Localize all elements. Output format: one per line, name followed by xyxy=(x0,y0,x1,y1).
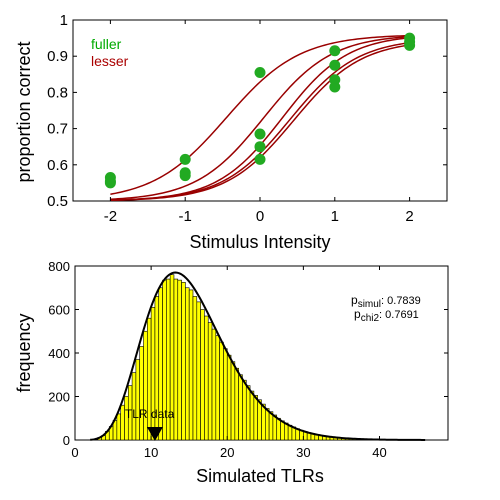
p-simul-subscript: simul xyxy=(358,299,381,310)
data-point xyxy=(254,128,266,140)
y-tick-label: 0.8 xyxy=(47,84,68,101)
data-point xyxy=(254,141,266,153)
tlr-data-label: TLR data xyxy=(125,407,175,421)
p-chi2-symbol: p xyxy=(354,307,361,321)
histogram-bar xyxy=(207,322,213,441)
y-tick-label: 400 xyxy=(48,346,70,361)
data-point xyxy=(254,153,266,165)
histogram-bar xyxy=(253,395,258,441)
histogram-bar xyxy=(139,346,144,441)
fit-curve xyxy=(90,271,426,441)
histogram-bar xyxy=(196,301,201,441)
histogram-bar xyxy=(223,348,228,441)
histogram-bar xyxy=(143,330,148,441)
histogram-bar xyxy=(261,403,266,441)
data-point xyxy=(179,170,191,182)
histogram-bar xyxy=(265,408,270,441)
histogram-bar xyxy=(268,411,274,441)
legend-entry-lesser: lesser xyxy=(91,53,129,69)
x-tick-label: 20 xyxy=(220,445,234,460)
histogram-bar xyxy=(257,399,262,441)
y-tick-label: 800 xyxy=(48,259,70,274)
p-simul-value: : 0.7839 xyxy=(381,295,421,307)
histogram-bar xyxy=(204,315,209,441)
y-tick-label: 200 xyxy=(48,390,70,405)
histogram-bar xyxy=(219,341,224,441)
x-tick-label: 1 xyxy=(331,208,339,225)
histogram-bar xyxy=(272,414,278,441)
bottom-x-axis-label: Simulated TLRs xyxy=(196,466,324,486)
histogram-bar xyxy=(135,359,141,441)
histogram-bar xyxy=(181,282,186,441)
x-tick-label: -2 xyxy=(104,208,117,225)
x-tick-label: 0 xyxy=(256,208,264,225)
data-point xyxy=(404,39,416,51)
histogram-bar xyxy=(173,278,179,441)
psychometric-curve-0 xyxy=(110,34,410,195)
y-tick-label: 0.7 xyxy=(47,121,68,138)
psychometric-chart: -2 -1 0 1 2 0.5 0.6 0.7 0.8 0.9 1 fuller lesser S… xyxy=(14,12,448,252)
p-chi2-subscript: chi2 xyxy=(361,313,380,324)
psychometric-curve-1 xyxy=(110,35,410,200)
histogram-bar xyxy=(226,354,232,441)
p-chi2-stat: pchi2: 0.7691 xyxy=(354,307,419,324)
histogram-bar xyxy=(200,309,205,441)
p-simul-symbol: p xyxy=(351,293,358,307)
histogram-bar xyxy=(245,385,251,441)
histogram-bar xyxy=(211,328,217,441)
histogram-bar xyxy=(177,279,182,441)
top-x-axis-ticks: -2 -1 0 1 2 xyxy=(104,20,414,225)
top-plot-area xyxy=(72,19,448,202)
histogram-bar xyxy=(242,379,247,441)
x-tick-label: -1 xyxy=(179,208,192,225)
histogram-bar xyxy=(249,390,255,441)
x-tick-label: 10 xyxy=(144,445,158,460)
histogram-bar xyxy=(185,287,190,441)
y-tick-label: 600 xyxy=(48,303,70,318)
data-point xyxy=(179,153,191,165)
histogram-bar xyxy=(120,404,125,441)
histogram-bar xyxy=(230,361,236,441)
histogram-bar xyxy=(116,413,121,441)
bottom-x-axis-ticks: 0 10 20 30 40 xyxy=(71,266,387,460)
y-tick-label: 0.9 xyxy=(47,48,68,65)
data-point xyxy=(329,59,341,71)
histogram-bar xyxy=(188,289,194,441)
histogram-bar xyxy=(215,335,220,441)
histogram-bars xyxy=(97,274,380,441)
histogram-bar xyxy=(238,374,243,441)
y-tick-label: 1 xyxy=(60,12,68,29)
top-x-axis-label: Stimulus Intensity xyxy=(189,232,330,252)
x-tick-label: 0 xyxy=(71,445,78,460)
data-point xyxy=(329,45,341,57)
bottom-y-axis-ticks: 0 200 400 600 800 xyxy=(48,259,448,448)
tlr-data-marker xyxy=(146,427,163,441)
histogram-chart: 0 10 20 30 40 0 200 400 600 800 TLR data psimul:… xyxy=(14,259,449,486)
data-point xyxy=(104,177,116,189)
histogram-bar xyxy=(192,296,198,441)
histogram-bar xyxy=(280,420,285,441)
histogram-bar xyxy=(147,317,152,441)
y-tick-label: 0 xyxy=(63,433,70,448)
legend-entry-fuller: fuller xyxy=(91,36,122,52)
bottom-y-axis-label: frequency xyxy=(14,313,34,392)
x-tick-label: 2 xyxy=(405,208,413,225)
x-tick-label: 40 xyxy=(372,445,386,460)
y-tick-label: 0.5 xyxy=(47,193,68,210)
top-y-axis-ticks: 0.5 0.6 0.7 0.8 0.9 1 xyxy=(47,12,447,210)
data-point xyxy=(329,81,341,93)
p-chi2-value: : 0.7691 xyxy=(379,309,419,321)
y-tick-label: 0.6 xyxy=(47,157,68,174)
data-points xyxy=(104,32,416,189)
data-point xyxy=(254,66,266,78)
histogram-bar xyxy=(276,417,281,441)
x-tick-label: 30 xyxy=(296,445,310,460)
histogram-bar xyxy=(234,367,239,441)
p-simul-stat: psimul: 0.7839 xyxy=(351,293,421,310)
top-y-axis-label: proportion correct xyxy=(14,41,34,182)
